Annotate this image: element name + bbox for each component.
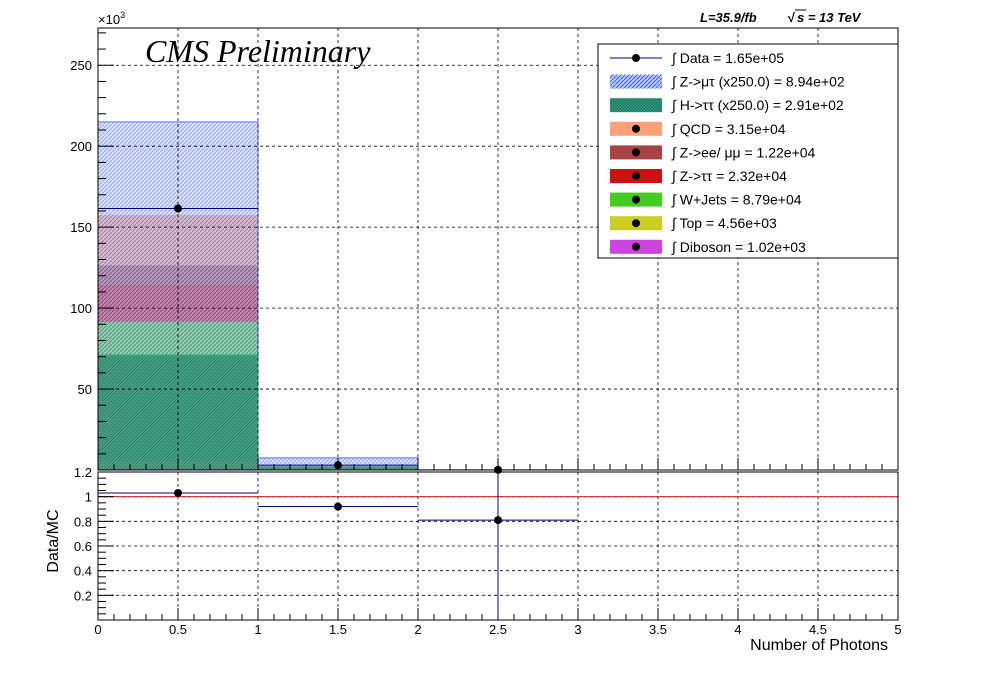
x-tick-label: 1.5 — [329, 622, 347, 637]
ratio-point — [494, 516, 502, 525]
legend-swatch-marker — [632, 242, 640, 251]
legend-label: ∫ Diboson = 1.02e+03 — [671, 239, 806, 255]
legend-data-marker — [632, 54, 640, 62]
ratio-frame — [97, 471, 899, 621]
legend-swatch-marker — [632, 219, 640, 228]
x-tick-label: 2 — [414, 622, 421, 637]
main-y-tick-label: 50 — [78, 382, 92, 397]
ratio-y-axis-title: Data/MC — [45, 509, 62, 572]
y-multiplier: ×103 — [98, 10, 125, 27]
ratio-y-tick-label: 0.8 — [74, 514, 92, 529]
legend-swatch-marker — [632, 148, 640, 157]
x-tick-label: 3.5 — [649, 622, 667, 637]
main-y-tick-label: 200 — [70, 139, 92, 154]
y-multiplier-exp: 3 — [120, 10, 125, 20]
x-tick-label: 0.5 — [169, 622, 187, 637]
legend-label: ∫ Z->ee/ μμ = 1.22e+04 — [671, 144, 816, 160]
ratio-y-tick-label: 0.6 — [74, 539, 92, 554]
x-tick-label: 1 — [254, 622, 261, 637]
sqrt-symbol: √ — [787, 10, 795, 25]
legend-swatch — [610, 74, 662, 89]
main-plot: 50 100 150 200 250 — [70, 27, 899, 474]
ratio-plot: 0.2 0.4 0.6 0.8 1 1.2 0 0.5 1 1.5 2 2.5 3 3.5 4 4.5 5 — [74, 465, 902, 637]
legend-label: ∫ Top = 4.56e+03 — [671, 215, 777, 231]
x-tick-label: 4.5 — [809, 622, 827, 637]
x-tick-label: 0 — [94, 622, 101, 637]
main-y-tick-label: 150 — [70, 220, 92, 235]
legend-label: ∫ Z->μτ (x250.0) = 8.94e+02 — [671, 74, 845, 90]
x-tick-label: 2.5 — [489, 622, 507, 637]
legend-swatch-marker — [632, 195, 640, 204]
legend: ∫ Data = 1.65e+05 ∫ Z->μτ (x250.0) = 8.94… — [597, 43, 899, 259]
legend-label: ∫ Z->ττ = 2.32e+04 — [671, 168, 787, 184]
energy-label: s = 13 TeV — [797, 10, 862, 25]
legend-label: ∫ H->ττ (x250.0) = 2.91e+02 — [671, 97, 844, 113]
main-y-tick-label: 250 — [70, 58, 92, 73]
x-tick-label: 4 — [734, 622, 741, 637]
legend-swatch-marker — [632, 124, 640, 133]
ratio-y-tick-label: 1.2 — [74, 465, 92, 480]
ratio-point — [334, 502, 342, 511]
ratio-y-tick-label: 1 — [85, 490, 92, 505]
legend-label: ∫ W+Jets = 8.79e+04 — [671, 192, 802, 208]
lumi-label: L=35.9/fb — [700, 10, 757, 25]
chart-title: CMS Preliminary — [145, 33, 371, 69]
ratio-y-tick-label: 0.2 — [74, 588, 92, 603]
main-y-tick-label: 100 — [70, 301, 92, 316]
data-point — [174, 204, 182, 213]
x-tick-label: 3 — [574, 622, 581, 637]
ratio-point — [174, 488, 182, 497]
x-tick-label: 5 — [894, 622, 901, 637]
y-multiplier-base: ×10 — [98, 12, 120, 27]
data-point — [334, 461, 342, 470]
legend-swatch-marker — [632, 172, 640, 180]
legend-swatch — [610, 98, 662, 113]
ratio-y-tick-label: 0.4 — [74, 564, 92, 579]
legend-label: ∫ Data = 1.65e+05 — [671, 50, 784, 66]
legend-label: ∫ QCD = 3.15e+04 — [671, 121, 786, 137]
x-axis-title: Number of Photons — [750, 637, 888, 654]
